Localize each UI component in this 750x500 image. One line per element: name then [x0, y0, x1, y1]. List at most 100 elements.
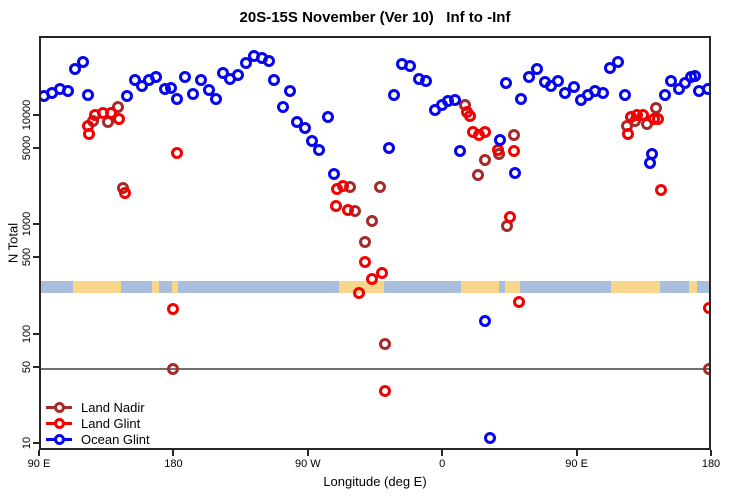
data-point-ocean-glint [277, 100, 290, 113]
data-point-ocean-glint [619, 89, 632, 102]
data-point-ocean-glint [178, 71, 191, 84]
x-tick-label: 90 W [294, 458, 321, 470]
data-point-land-glint [119, 187, 132, 200]
data-point-ocean-glint [165, 81, 178, 94]
data-point-ocean-glint [128, 74, 141, 87]
data-point-ocean-glint [327, 168, 340, 181]
data-point-land-glint [513, 295, 526, 308]
data-point-ocean-glint [76, 56, 89, 69]
data-point-ocean-glint [646, 148, 659, 161]
data-point-ocean-glint [135, 80, 148, 93]
data-point-land-nadir [112, 100, 125, 113]
data-point-ocean-glint [240, 57, 253, 70]
data-point-ocean-glint [659, 89, 672, 102]
data-point-ocean-glint [612, 56, 625, 69]
data-point-ocean-glint [514, 93, 527, 106]
y-tick-label: 10000 [21, 99, 33, 131]
data-point-ocean-glint [203, 83, 215, 96]
data-point-land-glint [508, 145, 521, 158]
data-point-ocean-glint [603, 62, 616, 75]
band-land-segment [151, 281, 159, 294]
data-point-land-glint [655, 184, 668, 197]
x-tick-label: 90 E [565, 458, 588, 470]
data-point-land-nadir [366, 215, 379, 228]
data-point-ocean-glint [404, 60, 416, 73]
data-point-ocean-glint [187, 87, 200, 100]
data-point-land-glint [636, 108, 649, 121]
legend-circle [54, 434, 65, 445]
data-point-ocean-glint [82, 89, 95, 102]
legend-marker-icon [46, 417, 72, 429]
data-point-ocean-glint [419, 74, 432, 87]
x-tick-label: 180 [701, 458, 721, 470]
data-point-ocean-glint [508, 167, 521, 179]
data-point-land-glint [359, 256, 372, 269]
data-point-ocean-glint [559, 87, 571, 100]
plot-clip-region [41, 38, 709, 448]
data-point-ocean-glint [448, 94, 461, 107]
x-tick-mark [710, 450, 712, 456]
x-tick-mark [172, 450, 175, 456]
data-point-ocean-glint [478, 314, 491, 327]
data-point-land-nadir [379, 337, 392, 350]
y-tick-mark [33, 256, 39, 259]
data-point-ocean-glint [69, 63, 82, 76]
legend-circle [54, 418, 65, 429]
data-point-ocean-glint [62, 85, 75, 98]
x-tick-label: 0 [439, 458, 446, 470]
data-point-ocean-glint [454, 145, 467, 158]
data-point-land-glint [622, 128, 635, 141]
data-point-land-glint [504, 211, 517, 224]
band-land-segment [611, 281, 660, 294]
data-point-ocean-glint [306, 134, 319, 147]
band-land-segment [73, 281, 122, 294]
chart-title: 20S-15S November (Ver 10) Inf to -Inf [239, 9, 511, 26]
legend-item-land-glint: Land Glint [46, 415, 150, 431]
reference-line-50 [41, 367, 709, 370]
data-point-ocean-glint [484, 431, 497, 444]
y-tick-mark [33, 365, 39, 368]
data-point-ocean-glint [290, 116, 303, 129]
data-point-ocean-glint [171, 93, 184, 106]
data-point-ocean-glint [567, 80, 580, 93]
x-tick-mark [575, 450, 578, 456]
data-point-ocean-glint [313, 143, 326, 156]
data-point-land-glint [478, 125, 491, 138]
y-tick-mark [33, 442, 39, 444]
data-point-ocean-glint [523, 71, 536, 84]
data-point-ocean-glint [322, 111, 335, 124]
data-point-land-nadir [373, 181, 386, 194]
data-point-ocean-glint [283, 85, 296, 98]
y-tick-label: 100 [21, 324, 33, 343]
data-point-land-nadir [478, 154, 491, 167]
x-tick-mark [38, 450, 40, 456]
data-point-land-glint [112, 113, 125, 126]
data-point-ocean-glint [382, 142, 395, 155]
data-point-ocean-glint [665, 74, 678, 87]
y-tick-label: 10 [21, 436, 33, 450]
band-land-segment [460, 281, 500, 294]
data-point-land-glint [171, 147, 184, 160]
data-point-land-glint [652, 113, 665, 126]
y-tick-label: 500 [21, 248, 33, 267]
legend-item-ocean-glint: Ocean Glint [46, 431, 150, 447]
data-point-land-glint [702, 301, 709, 314]
legend-label: Land Glint [81, 415, 141, 431]
data-point-land-nadir [649, 101, 662, 114]
data-point-ocean-glint [388, 89, 401, 102]
x-tick-label: 180 [164, 458, 183, 470]
data-point-ocean-glint [551, 74, 564, 87]
data-point-ocean-glint [194, 74, 207, 87]
legend-circle [54, 402, 65, 413]
data-point-land-glint [105, 106, 118, 119]
data-point-land-glint [336, 180, 349, 193]
data-point-land-glint [353, 287, 366, 300]
y-tick-mark [33, 332, 39, 335]
y-tick-mark [33, 147, 39, 149]
y-tick-mark [33, 114, 39, 117]
data-point-land-nadir [508, 128, 521, 141]
data-point-ocean-glint [500, 77, 513, 90]
data-point-ocean-glint [121, 89, 134, 102]
data-point-ocean-glint [530, 63, 543, 76]
